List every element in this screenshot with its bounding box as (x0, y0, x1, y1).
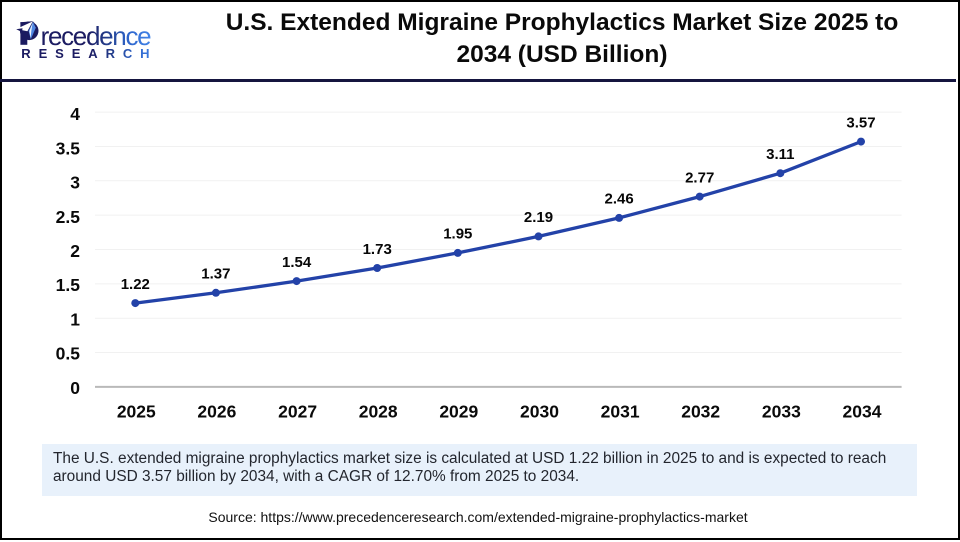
svg-text:0: 0 (70, 378, 80, 398)
svg-text:3: 3 (70, 173, 80, 193)
svg-text:2031: 2031 (601, 402, 640, 422)
svg-text:3.5: 3.5 (56, 138, 81, 158)
svg-text:2.46: 2.46 (604, 191, 633, 208)
svg-text:1.95: 1.95 (443, 226, 472, 243)
svg-text:3.11: 3.11 (766, 146, 794, 163)
svg-text:1.73: 1.73 (363, 241, 392, 258)
svg-text:2.19: 2.19 (524, 209, 553, 226)
svg-text:RESEARCH: RESEARCH (21, 46, 157, 61)
svg-text:0.5: 0.5 (56, 344, 81, 364)
svg-text:4: 4 (70, 104, 80, 124)
svg-text:1.54: 1.54 (282, 254, 312, 271)
svg-text:2029: 2029 (439, 402, 478, 422)
svg-text:2027: 2027 (278, 402, 317, 422)
svg-text:2030: 2030 (520, 402, 559, 422)
svg-text:2025: 2025 (117, 402, 156, 422)
svg-text:2034: 2034 (843, 402, 882, 422)
svg-text:2028: 2028 (359, 402, 398, 422)
svg-text:2033: 2033 (762, 402, 801, 422)
svg-text:2026: 2026 (197, 402, 236, 422)
svg-text:1: 1 (70, 309, 80, 329)
svg-text:2.77: 2.77 (685, 169, 714, 186)
svg-text:2032: 2032 (681, 402, 720, 422)
svg-text:1.22: 1.22 (121, 276, 150, 293)
svg-text:2: 2 (70, 241, 80, 261)
svg-text:3.57: 3.57 (846, 114, 875, 131)
svg-text:1.5: 1.5 (56, 275, 81, 295)
svg-text:recedence: recedence (41, 21, 152, 51)
svg-text:1.37: 1.37 (201, 266, 230, 283)
svg-text:2.5: 2.5 (56, 207, 81, 227)
